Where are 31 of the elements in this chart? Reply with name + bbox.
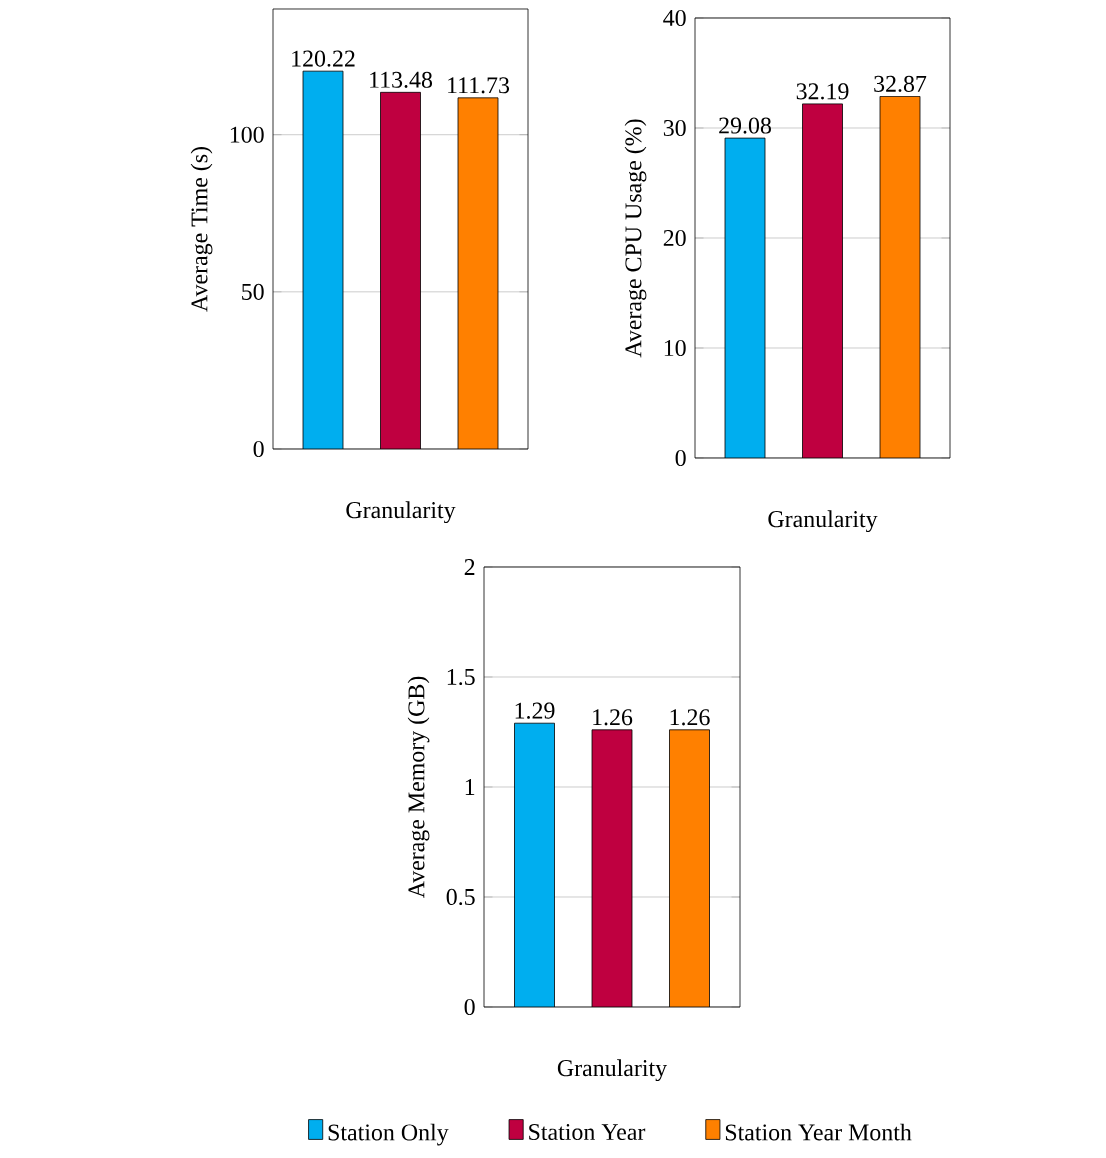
y-tick-label: 0.5 <box>446 888 475 906</box>
data-label: 1.26 <box>670 709 710 726</box>
data-label: 113.48 <box>370 71 433 88</box>
x-axis-title: Granularity <box>768 510 878 533</box>
y-tick-label: 0 <box>675 449 686 467</box>
data-label: 120.22 <box>292 50 355 67</box>
data-label: 111.73 <box>448 77 510 94</box>
data-label: 1.26 <box>593 709 633 726</box>
y-tick-label: 0 <box>253 440 264 458</box>
y-tick-label: 20 <box>663 229 686 247</box>
y-axis-title: Average Memory (GB) <box>407 676 430 899</box>
y-tick-label: 1 <box>465 779 475 795</box>
legend-label: Station Year Month <box>725 1123 912 1141</box>
y-tick-label: 1.5 <box>447 668 475 686</box>
y-tick-label: 100 <box>230 126 264 143</box>
legend-label: Station Only <box>328 1123 449 1146</box>
y-tick-label: 30 <box>663 119 686 137</box>
y-axis-title: Average CPU Usage (%) <box>624 119 647 358</box>
data-label: 32.19 <box>796 83 849 100</box>
data-label: 32.87 <box>874 75 927 93</box>
y-tick-label: 2 <box>464 559 475 575</box>
y-tick-label: 10 <box>664 339 686 357</box>
y-tick-label: 50 <box>242 283 264 300</box>
y-tick-label: 40 <box>663 9 686 27</box>
legend-label: Station Year <box>529 1124 646 1141</box>
x-axis-title: Granularity <box>346 501 456 524</box>
y-tick-label: 0 <box>464 998 475 1016</box>
data-label: 1.29 <box>515 702 555 719</box>
y-axis-title: Average Time (s) <box>190 147 213 312</box>
data-label: 29.08 <box>719 117 771 134</box>
x-axis-title: Granularity <box>557 1059 668 1082</box>
